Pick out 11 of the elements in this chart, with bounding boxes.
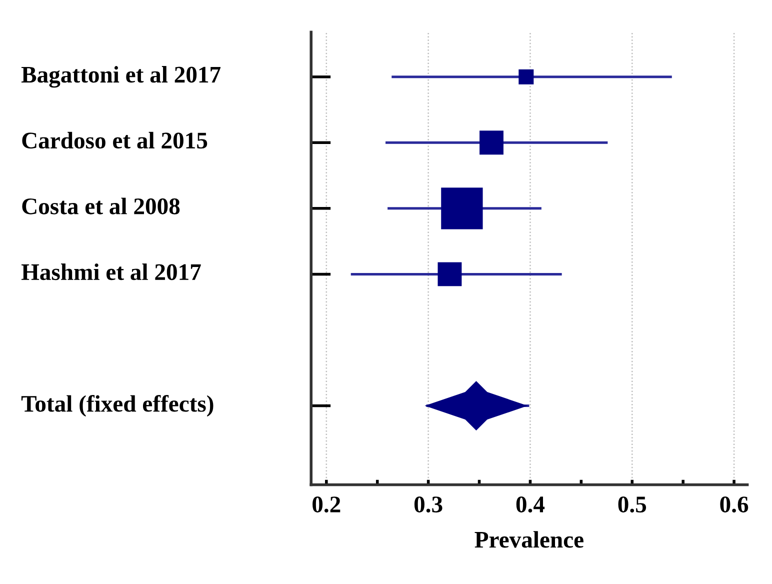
x-tick-label: 0.3 (414, 496, 442, 513)
y-tick-label: Cardoso et al 2015 (22, 132, 208, 149)
x-tick-label: 0.4 (516, 496, 545, 513)
y-tick-label: Bagattoni et al 2017 (21, 66, 221, 88)
x-tick-label: 0.2 (312, 496, 340, 513)
x-tick-label: 0.5 (618, 496, 646, 513)
y-tick-label: Costa et al 2008 (22, 198, 180, 214)
y-tick-label: Total (fixed effects) (21, 394, 214, 417)
y-tick-label: Hashmi et al 2017 (21, 264, 201, 280)
x-axis-title: Prevalence (474, 531, 584, 548)
x-tick-label: 0.6 (720, 496, 748, 513)
